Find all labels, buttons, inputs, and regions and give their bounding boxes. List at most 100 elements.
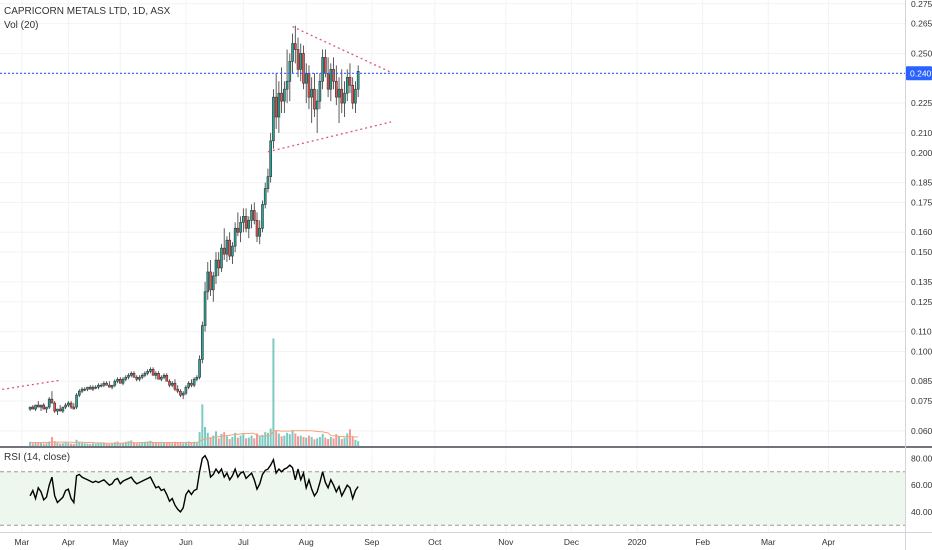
price-tick-label: 0.160 bbox=[911, 227, 932, 237]
candle-body bbox=[69, 402, 73, 408]
candle-body bbox=[222, 247, 226, 255]
candle bbox=[45, 406, 48, 414]
volume-bar bbox=[64, 442, 67, 446]
volume-bar bbox=[348, 429, 351, 446]
volume-bar bbox=[310, 436, 313, 446]
candle-body bbox=[170, 382, 174, 386]
price-axis[interactable]: 0.275 0.265 0.250 0.240 0.225 0.210 0.200 0.185… bbox=[906, 0, 932, 436]
volume-bar bbox=[81, 442, 84, 446]
trendlines bbox=[0, 26, 392, 391]
volume-bar bbox=[168, 442, 171, 446]
candle bbox=[266, 168, 270, 193]
candle bbox=[343, 81, 346, 118]
candle bbox=[146, 369, 149, 376]
candle-body bbox=[261, 204, 264, 229]
volume-legend[interactable]: Vol (20) bbox=[4, 20, 39, 31]
current-price-label: 0.240 bbox=[910, 68, 932, 78]
volume-bar bbox=[141, 442, 144, 446]
candle-body bbox=[157, 372, 160, 380]
rsi-line bbox=[29, 454, 359, 514]
candle bbox=[105, 381, 108, 386]
candle bbox=[209, 260, 212, 296]
candle-body bbox=[181, 392, 185, 396]
symbol-legend[interactable]: CAPRICORN METALS LTD, 1D, ASX bbox=[4, 6, 171, 17]
candle bbox=[154, 371, 158, 380]
volume-bar bbox=[338, 436, 341, 446]
candle bbox=[258, 220, 262, 245]
volume-bar bbox=[61, 443, 64, 446]
candle bbox=[304, 63, 308, 104]
candle bbox=[88, 385, 92, 390]
time-tick-label: Mar bbox=[15, 537, 30, 547]
candle-body bbox=[348, 76, 352, 86]
rsi-legend[interactable]: RSI (14, close) bbox=[4, 452, 71, 463]
volume-bar bbox=[299, 435, 302, 446]
volume-bar bbox=[157, 442, 160, 446]
time-tick-label: Apr bbox=[62, 537, 75, 547]
volume-bar bbox=[302, 436, 305, 446]
time-tick-label: 2020 bbox=[628, 537, 647, 547]
candle-body bbox=[108, 384, 111, 388]
volume-bar bbox=[97, 442, 100, 446]
volume-bar bbox=[242, 434, 245, 446]
candle bbox=[31, 405, 35, 410]
candle bbox=[116, 377, 119, 384]
candle-body bbox=[326, 73, 330, 90]
volume-bar bbox=[201, 404, 204, 446]
candle-body bbox=[293, 43, 297, 50]
volume-bar bbox=[100, 443, 103, 446]
candle-body bbox=[154, 372, 158, 376]
candle bbox=[176, 385, 180, 394]
price-tick-label: 0.085 bbox=[911, 376, 932, 386]
volume-bar bbox=[119, 442, 122, 446]
volume-bar bbox=[29, 441, 32, 446]
price-tick-label: 0.210 bbox=[911, 128, 932, 138]
candle bbox=[28, 406, 32, 412]
time-tick-label: May bbox=[112, 537, 129, 547]
candle bbox=[99, 383, 103, 388]
volume-bar bbox=[184, 442, 187, 446]
candle-body bbox=[91, 386, 95, 390]
candle bbox=[288, 53, 292, 102]
candle-body bbox=[340, 88, 344, 104]
candle bbox=[86, 386, 89, 392]
candle bbox=[291, 33, 294, 74]
candle bbox=[97, 383, 100, 390]
candle-body bbox=[280, 92, 283, 102]
rsi-band bbox=[0, 471, 905, 526]
candles bbox=[28, 25, 360, 416]
trendline bbox=[0, 379, 61, 391]
volume-bar bbox=[193, 441, 196, 446]
volume-bar bbox=[258, 436, 261, 446]
volume-bar bbox=[228, 439, 231, 446]
candle-body bbox=[127, 374, 130, 378]
candle-body bbox=[165, 374, 169, 382]
candle-body bbox=[86, 386, 89, 390]
volume-bar bbox=[70, 443, 73, 446]
candle-body bbox=[132, 372, 136, 378]
volume-bar bbox=[48, 441, 51, 446]
candle-body bbox=[220, 247, 223, 269]
candle bbox=[315, 89, 319, 133]
candle-body bbox=[53, 402, 56, 412]
time-axis[interactable]: Mar Apr May Jun Jul Aug Sep Oct Nov Dec 2020 Feb Mar… bbox=[15, 537, 836, 547]
rsi-axis[interactable]: 80.00 60.00 40.00 bbox=[911, 453, 932, 517]
candle-body bbox=[356, 71, 360, 90]
candle bbox=[165, 373, 169, 382]
volume-bar bbox=[231, 436, 234, 446]
candle-body bbox=[206, 271, 210, 293]
price-tick-label: 0.100 bbox=[911, 346, 932, 356]
candle bbox=[283, 81, 286, 114]
candle bbox=[113, 379, 117, 388]
candle-body bbox=[334, 80, 338, 98]
volume-bar bbox=[318, 436, 321, 446]
volume-bar bbox=[245, 438, 248, 446]
candle bbox=[149, 367, 152, 374]
candle bbox=[75, 393, 78, 410]
volume-bar bbox=[283, 435, 286, 446]
candle bbox=[77, 389, 81, 398]
volume-ma-path bbox=[30, 430, 359, 444]
volume-bar bbox=[143, 441, 146, 446]
